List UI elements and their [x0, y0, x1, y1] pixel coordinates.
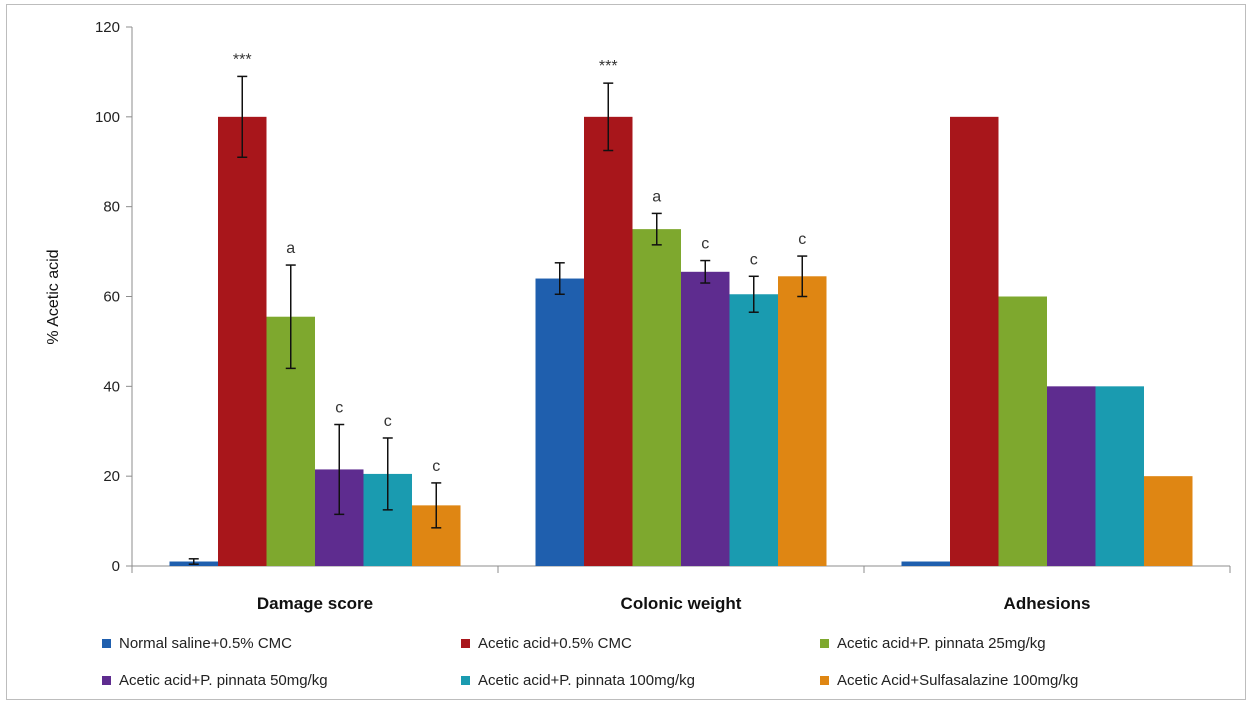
y-axis-label: % Acetic acid — [45, 249, 62, 344]
bar — [584, 116, 633, 566]
significance-label: a — [652, 188, 661, 205]
bar — [1144, 476, 1193, 566]
bar — [729, 294, 778, 566]
significance-label: a — [286, 240, 295, 257]
legend-swatch — [820, 639, 829, 648]
legend-swatch — [461, 676, 470, 685]
legend-swatch — [820, 676, 829, 685]
y-tick-label: 60 — [103, 289, 120, 306]
legend: Normal saline+0.5% CMC Acetic acid+0.5% C… — [102, 635, 1078, 689]
y-tick-label: 80 — [103, 199, 120, 216]
error-bars — [188, 75, 808, 565]
legend-entry: Acetic Acid+Sulfasalazine 100mg/kg — [837, 672, 1078, 689]
bar — [1047, 386, 1096, 566]
legend-swatch — [102, 676, 111, 685]
y-tick-label: 120 — [95, 19, 120, 36]
significance-label: c — [798, 231, 806, 248]
significance-label: *** — [599, 58, 618, 75]
bar — [632, 229, 681, 566]
category-label: Colonic weight — [621, 594, 742, 613]
legend-swatch — [102, 639, 111, 648]
bar — [1095, 386, 1144, 566]
category-label: Adhesions — [1004, 594, 1091, 613]
legend-entry: Normal saline+0.5% CMC — [119, 635, 292, 652]
legend-entry: Acetic acid+P. pinnata 50mg/kg — [119, 672, 328, 689]
bar — [778, 276, 827, 566]
significance-label: c — [750, 251, 758, 268]
y-tick-label: 100 — [95, 109, 120, 126]
y-tick-label: 20 — [103, 468, 120, 485]
significance-label: *** — [233, 51, 252, 68]
significance-label: c — [432, 458, 440, 475]
legend-swatch — [461, 639, 470, 648]
bar — [218, 116, 267, 566]
bar — [901, 561, 950, 566]
category-label: Damage score — [257, 594, 373, 613]
significance-label: c — [701, 236, 709, 253]
bar — [950, 116, 999, 566]
legend-entry: Acetic acid+P. pinnata 100mg/kg — [478, 672, 695, 689]
legend-entry: Acetic acid+0.5% CMC — [478, 635, 632, 652]
significance-annotations: *** a c c c *** a c c c — [233, 51, 806, 474]
bar — [535, 278, 584, 566]
significance-label: c — [335, 400, 343, 417]
chart-frame — [6, 4, 1246, 700]
y-tick-label: 0 — [112, 558, 120, 575]
bars — [169, 116, 1193, 566]
bar — [998, 296, 1047, 566]
significance-label: c — [384, 413, 392, 430]
category-labels: Damage score Colonic weight Adhesions — [257, 594, 1091, 613]
legend-entry: Acetic acid+P. pinnata 25mg/kg — [837, 635, 1046, 652]
y-tick-label: 40 — [103, 378, 120, 395]
bar — [681, 271, 730, 566]
